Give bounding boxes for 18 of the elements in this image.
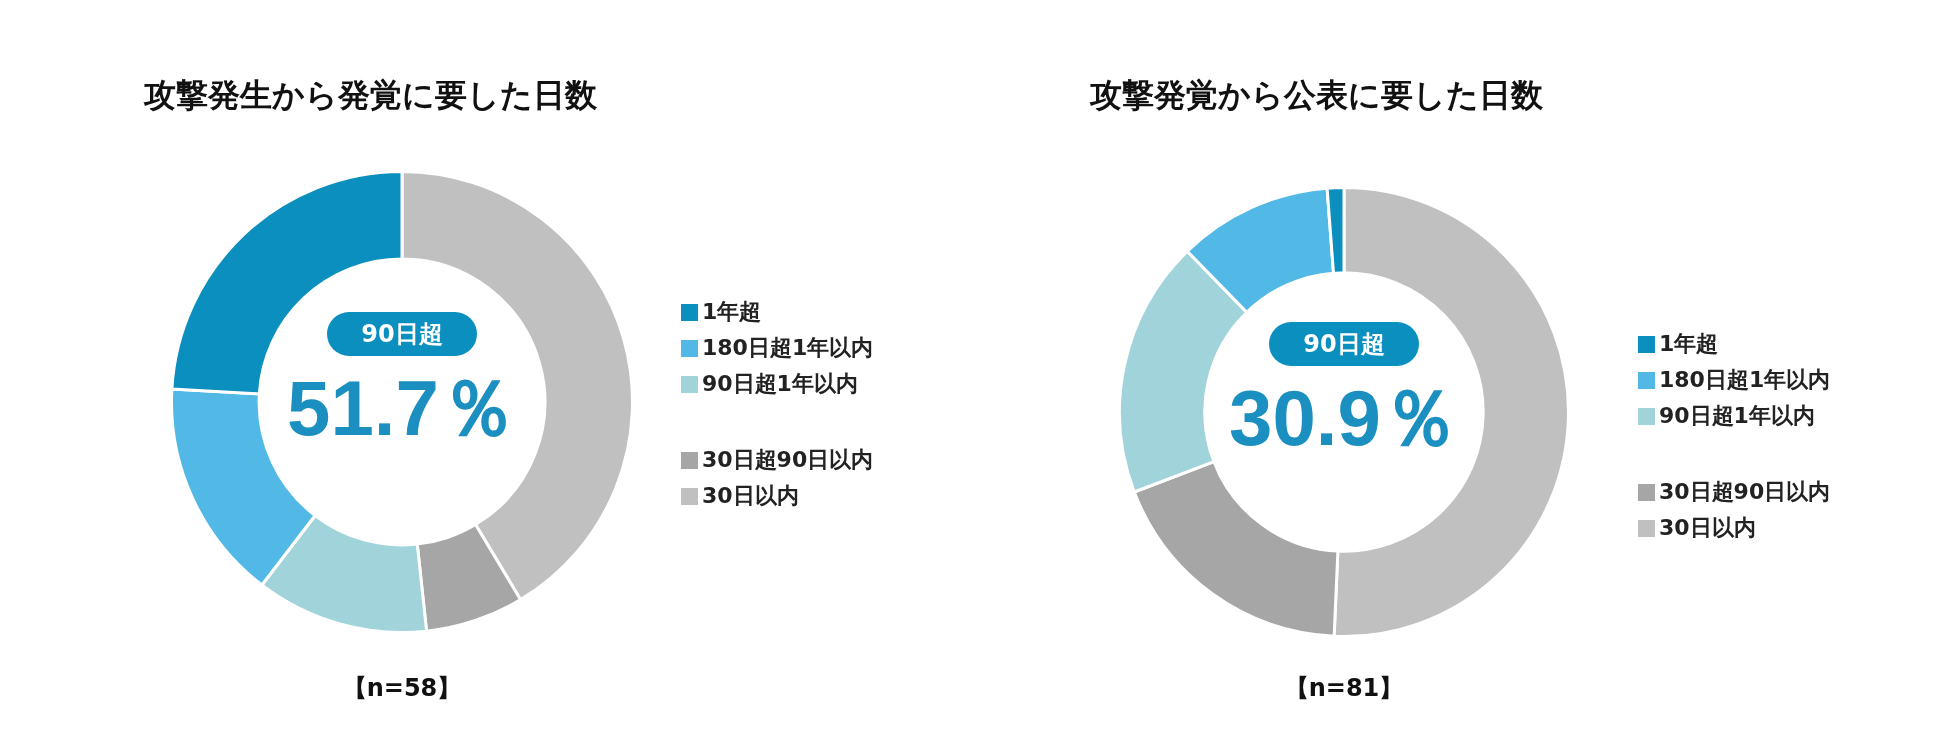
legend-label: 30日以内 (702, 482, 799, 510)
legend-label: 90日超1年以内 (702, 370, 858, 398)
text: 51.7％ (286, 363, 518, 454)
text: 30.9％ (1228, 373, 1460, 464)
legend-label: 90日超1年以内 (1659, 402, 1815, 430)
legend-label: 180日超1年以内 (1659, 366, 1831, 394)
legend-label: 180日超1年以内 (702, 334, 874, 362)
text: 【n=58】 (341, 673, 463, 704)
legend-label: 1年超 (1659, 330, 1719, 358)
legend-label: 30日超90日以内 (702, 446, 874, 474)
text: 90日超 (327, 312, 477, 356)
legend-label: 1年超 (702, 298, 762, 326)
legend-label: 30日超90日以内 (1659, 478, 1831, 506)
chart-title: 攻撃発覚から公表に要した日数 (1090, 75, 1543, 116)
text: 【n=81】 (1283, 673, 1405, 704)
text: 90日超 (1269, 322, 1419, 366)
chart-title: 攻撃発生から発覚に要した日数 (144, 75, 597, 116)
legend-label: 30日以内 (1659, 514, 1756, 542)
